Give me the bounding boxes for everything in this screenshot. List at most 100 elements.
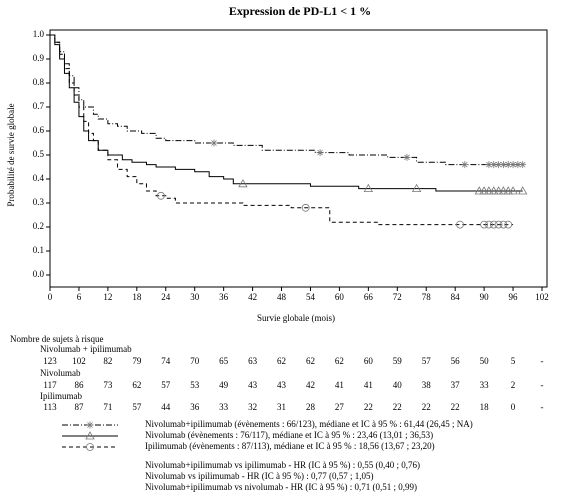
y-tick-label: 0.8	[33, 77, 45, 87]
x-axis-label: Survie globale (mois)	[257, 313, 335, 323]
censor-marker	[508, 186, 518, 195]
legend-label: Nivolumab (évènements : 76/117), médiane…	[145, 430, 433, 440]
y-tick-label: 0.0	[33, 269, 45, 279]
risk-value: 57	[161, 380, 171, 390]
censor-marker	[461, 161, 469, 169]
risk-value: 113	[43, 402, 57, 412]
survival-curve	[50, 34, 523, 166]
risk-value: 62	[132, 380, 141, 390]
risk-value: 5	[511, 356, 516, 366]
risk-value: -	[541, 402, 544, 412]
y-axis-label: Probabilité de survie globale	[6, 103, 16, 206]
risk-value: 62	[277, 356, 286, 366]
y-tick-label: 0.6	[33, 125, 45, 135]
censor-marker	[403, 153, 411, 161]
x-tick-label: 24	[161, 292, 171, 302]
risk-value: -	[541, 356, 544, 366]
censor-marker	[493, 186, 504, 195]
censor-marker	[518, 186, 528, 195]
censor-marker	[485, 161, 493, 169]
censor-marker	[499, 161, 507, 169]
risk-value: 33	[219, 402, 229, 412]
risk-value: 49	[219, 380, 229, 390]
risk-value: 57	[132, 402, 142, 412]
censor-marker	[504, 220, 513, 229]
risk-value: 22	[364, 402, 373, 412]
risk-value: 79	[132, 356, 142, 366]
survival-curve	[50, 34, 514, 226]
risk-value: 28	[306, 402, 316, 412]
censor-marker	[503, 186, 513, 195]
risk-value: 22	[393, 402, 402, 412]
risk-value: 36	[190, 402, 200, 412]
censor-marker	[485, 220, 493, 229]
x-tick-label: 102	[535, 292, 549, 302]
y-tick-label: 0.7	[33, 101, 45, 111]
censor-marker	[456, 220, 464, 229]
x-tick-label: 48	[277, 292, 287, 302]
risk-value: 43	[277, 380, 287, 390]
risk-value: 37	[451, 380, 461, 390]
risk-value: 50	[480, 356, 490, 366]
censor-marker	[498, 186, 509, 195]
risk-group-name: Ipilimumab	[40, 391, 82, 401]
censor-marker	[509, 161, 517, 169]
x-tick-label: 72	[393, 292, 402, 302]
risk-group-name: Nivolumab	[40, 368, 81, 378]
x-tick-label: 66	[364, 292, 374, 302]
x-tick-label: 84	[451, 292, 461, 302]
censor-marker	[316, 149, 324, 157]
risk-value: 27	[335, 402, 345, 412]
risk-value: 43	[248, 380, 258, 390]
risk-value: 87	[74, 402, 84, 412]
censor-marker	[484, 186, 494, 195]
censor-marker	[494, 220, 503, 229]
x-tick-label: 18	[132, 292, 142, 302]
censor-marker	[489, 186, 499, 195]
risk-value: 31	[277, 402, 286, 412]
risk-value: 41	[364, 380, 373, 390]
risk-value: -	[541, 380, 544, 390]
censor-marker	[514, 161, 522, 169]
censor-marker	[157, 191, 165, 200]
risk-value: 57	[422, 356, 432, 366]
censor-marker	[474, 186, 484, 195]
risk-value: 73	[103, 380, 113, 390]
risk-value: 123	[43, 356, 57, 366]
plot-frame	[49, 29, 548, 288]
risk-value: 33	[480, 380, 490, 390]
censor-marker	[363, 183, 374, 193]
risk-value: 59	[393, 356, 403, 366]
x-tick-label: 12	[103, 292, 112, 302]
x-tick-label: 6	[77, 292, 82, 302]
risk-value: 65	[219, 356, 229, 366]
risk-value: 40	[393, 380, 403, 390]
censor-marker	[490, 161, 498, 169]
y-tick-label: 1.0	[33, 29, 45, 39]
risk-value: 38	[422, 380, 432, 390]
censor-marker	[504, 161, 512, 169]
risk-value: 86	[74, 380, 84, 390]
x-tick-label: 78	[422, 292, 432, 302]
x-tick-label: 96	[509, 292, 519, 302]
censor-marker	[238, 178, 248, 188]
x-tick-label: 54	[306, 292, 316, 302]
risk-value: 41	[335, 380, 344, 390]
risk-value: 60	[364, 356, 374, 366]
risk-value: 117	[43, 380, 57, 390]
risk-value: 56	[451, 356, 461, 366]
risk-table-title: Nombre de sujets à risque	[10, 334, 103, 344]
censor-marker	[480, 220, 489, 229]
risk-value: 102	[72, 356, 86, 366]
censor-marker	[489, 220, 498, 229]
x-tick-label: 60	[335, 292, 345, 302]
risk-value: 62	[335, 356, 344, 366]
y-tick-label: 0.1	[33, 245, 44, 255]
risk-value: 0	[511, 402, 516, 412]
risk-value: 22	[451, 402, 460, 412]
legend-label: Nivolumab+ipilimumab (évènements : 66/12…	[145, 419, 473, 429]
x-tick-label: 0	[48, 292, 53, 302]
y-tick-label: 0.3	[33, 197, 45, 207]
risk-value: 22	[422, 402, 431, 412]
